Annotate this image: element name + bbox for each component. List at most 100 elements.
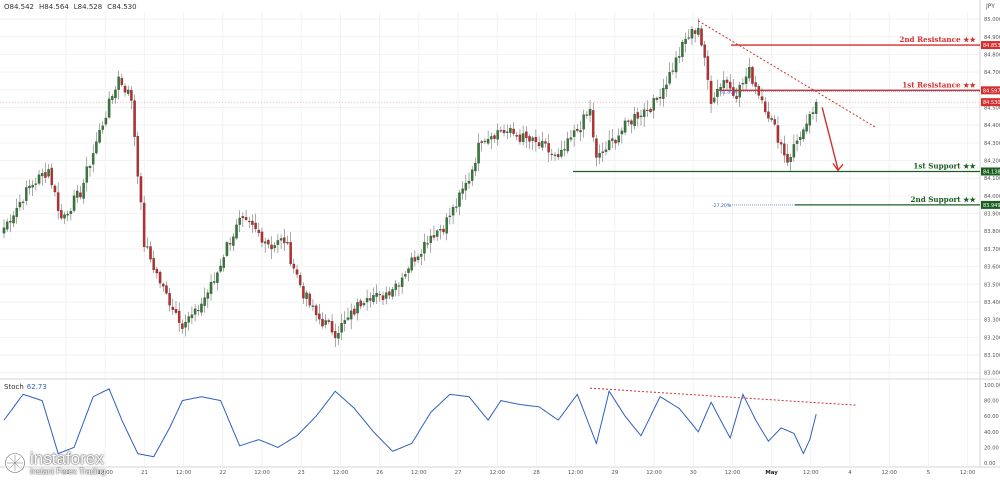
candle-body [362,303,366,306]
time-tick-label: 12:00 [176,470,192,476]
candle-body [505,131,509,133]
candle-body [184,321,187,328]
candle-body [607,140,611,150]
candle-body [722,80,726,89]
candle-body [85,166,89,183]
candle-body [547,143,550,153]
candle-body [760,96,764,101]
candle-body [257,229,261,234]
price-tick-label: 83.700 [984,247,1000,253]
candle-body [37,174,41,184]
time-tick-label: 21 [141,470,148,476]
time-tick-label: 12:00 [333,470,349,476]
candle-body [302,286,305,299]
candle-body [314,305,318,316]
candle-body [502,130,506,134]
candle-body [709,80,713,104]
candle-body [18,202,22,208]
candle-body [286,242,289,244]
candle-body [572,130,576,137]
candle-body [369,298,372,301]
candle-body [238,217,241,225]
candle-body [12,215,15,224]
candle-body [190,314,194,318]
last-price-tag [981,98,1000,107]
candle-body [101,125,104,130]
time-tick-label: 4 [848,470,852,476]
candle-body [254,222,257,230]
candle-body [751,67,754,84]
candle-body [2,227,6,234]
trendline-stochastic [590,387,858,406]
level-price-label: 83.949 [983,203,1000,209]
level-price-tag [981,41,1000,50]
level-price-tag [981,200,1000,209]
price-tick-label: 83.500 [984,282,1000,288]
candle-body [28,185,31,189]
stochastic-tick-label: 80.00 [984,399,999,405]
candle-body [633,113,636,126]
candle-body [410,257,413,271]
candle-body [111,96,114,100]
candle-body [477,142,480,164]
candle-body [394,283,398,290]
candle-body [413,257,417,262]
candle-body [56,192,60,211]
candle-body [467,180,471,184]
candle-body [585,114,589,116]
candle-body [60,210,63,219]
time-tick-label: 20 [63,470,70,476]
candle-body [404,274,407,277]
last-price-label: 84.530 [983,100,1000,106]
candle-body [776,125,780,143]
candle-body [429,235,433,243]
candle-body [289,242,292,265]
price-tick-label: 83.800 [984,229,1000,235]
candle-body [114,89,117,99]
price-tick-label: 84.100 [984,176,1000,182]
candle-body [623,120,627,133]
candle-body [378,294,382,296]
candle-body [91,153,95,165]
candle-body [263,241,267,244]
candle-body [614,139,617,144]
time-tick-label: 12:00 [489,470,505,476]
candle-body [25,187,28,201]
candle-body [627,120,630,122]
candle-body [728,81,732,89]
candle-body [174,308,178,313]
candle-body [353,308,356,315]
stochastic-tick-label: 0.00 [984,461,996,467]
candle-body [343,320,347,324]
candle-body [496,130,499,140]
candle-body [687,37,691,39]
candle-body [770,118,773,120]
candle-body [435,230,439,237]
candle-body [333,331,337,339]
candle-body [359,300,362,307]
stochastic-tick-label: 100.00 [984,383,1000,389]
candle-body [814,102,818,114]
fib-label: 61.80% [720,89,738,95]
candle-body [802,129,805,139]
candle-body [550,153,554,155]
candle-body [655,97,659,100]
candle-body [735,95,738,99]
candle-body [391,289,394,297]
brand-name: instaforex [30,449,104,468]
price-tick-label: 84.000 [984,194,1000,200]
candle-body [222,257,226,268]
price-tick-label: 84.400 [984,123,1000,129]
candle-body [305,292,308,299]
candle-body [40,173,44,177]
candle-body [308,293,312,306]
candle-body [432,235,436,238]
candle-body [126,89,130,94]
stochastic-legend: Stoch 62.73 [4,383,47,391]
ohlc-readout: O84.542 H84.564 L84.528 C84.530 [4,3,142,11]
candle-body [799,137,802,140]
candle-body [397,285,401,287]
stochastic-value: 62.73 [26,383,47,391]
candle-body [579,130,582,133]
